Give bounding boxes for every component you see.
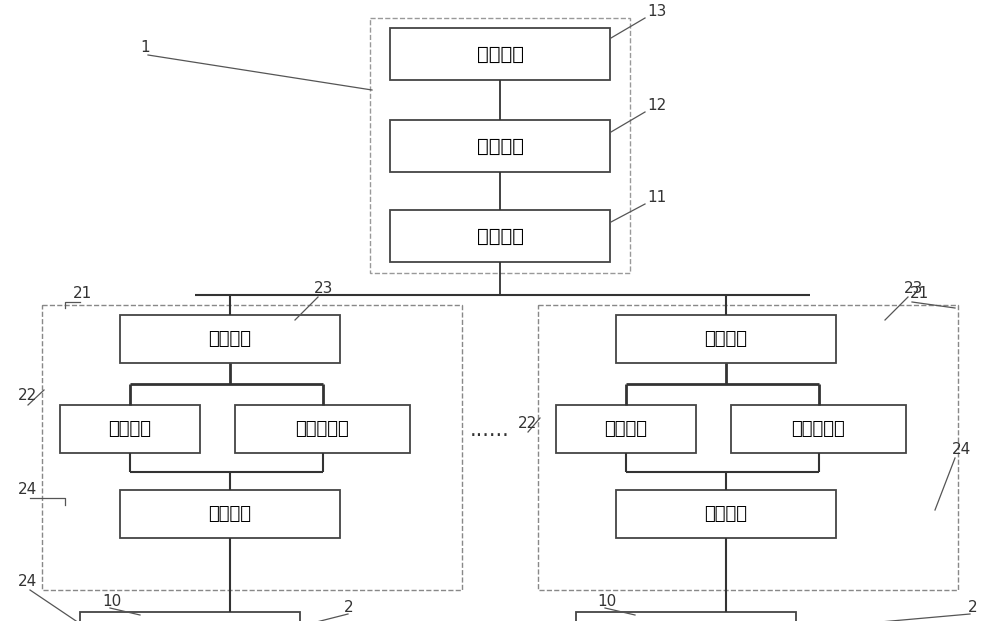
Bar <box>556 405 696 453</box>
Text: 感测模块: 感测模块 <box>604 420 648 438</box>
Bar <box>235 405 410 453</box>
Bar <box>42 305 462 590</box>
Bar <box>731 405 906 453</box>
Text: 12: 12 <box>647 98 666 113</box>
Text: 10: 10 <box>102 594 121 609</box>
Text: 23: 23 <box>904 281 923 296</box>
Bar <box>616 490 836 538</box>
Text: 控制模块: 控制模块 <box>477 45 524 63</box>
Bar <box>538 305 958 590</box>
Text: 开关模块: 开关模块 <box>208 505 252 523</box>
Text: 24: 24 <box>952 442 971 457</box>
Bar <box>60 405 200 453</box>
Text: 22: 22 <box>518 416 537 431</box>
Bar <box>576 612 796 621</box>
Text: 24: 24 <box>18 482 37 497</box>
Text: 次声波模块: 次声波模块 <box>296 420 349 438</box>
Bar <box>616 315 836 363</box>
Bar <box>390 28 610 80</box>
Text: 数字化仪: 数字化仪 <box>704 330 748 348</box>
Bar <box>390 120 610 172</box>
Text: 21: 21 <box>73 286 92 301</box>
Text: 次声波模块: 次声波模块 <box>792 420 845 438</box>
Bar <box>390 210 610 262</box>
Text: 选择模块: 选择模块 <box>477 227 524 245</box>
Text: 开关模块: 开关模块 <box>704 505 748 523</box>
Text: ......: ...... <box>470 420 510 440</box>
Bar <box>370 18 630 273</box>
Text: 21: 21 <box>910 286 929 301</box>
Bar <box>80 612 300 621</box>
Text: 23: 23 <box>314 281 333 296</box>
Text: 处理模块: 处理模块 <box>477 137 524 155</box>
Text: 11: 11 <box>647 190 666 205</box>
Text: 2: 2 <box>344 600 354 615</box>
Bar <box>120 315 340 363</box>
Text: 2: 2 <box>968 600 978 615</box>
Text: 13: 13 <box>647 4 666 19</box>
Text: 22: 22 <box>18 388 37 403</box>
Text: 数字化仪: 数字化仪 <box>208 330 252 348</box>
Text: 24: 24 <box>18 574 37 589</box>
Text: 1: 1 <box>140 40 150 55</box>
Bar <box>120 490 340 538</box>
Text: 感测模块: 感测模块 <box>108 420 152 438</box>
Text: 10: 10 <box>597 594 616 609</box>
